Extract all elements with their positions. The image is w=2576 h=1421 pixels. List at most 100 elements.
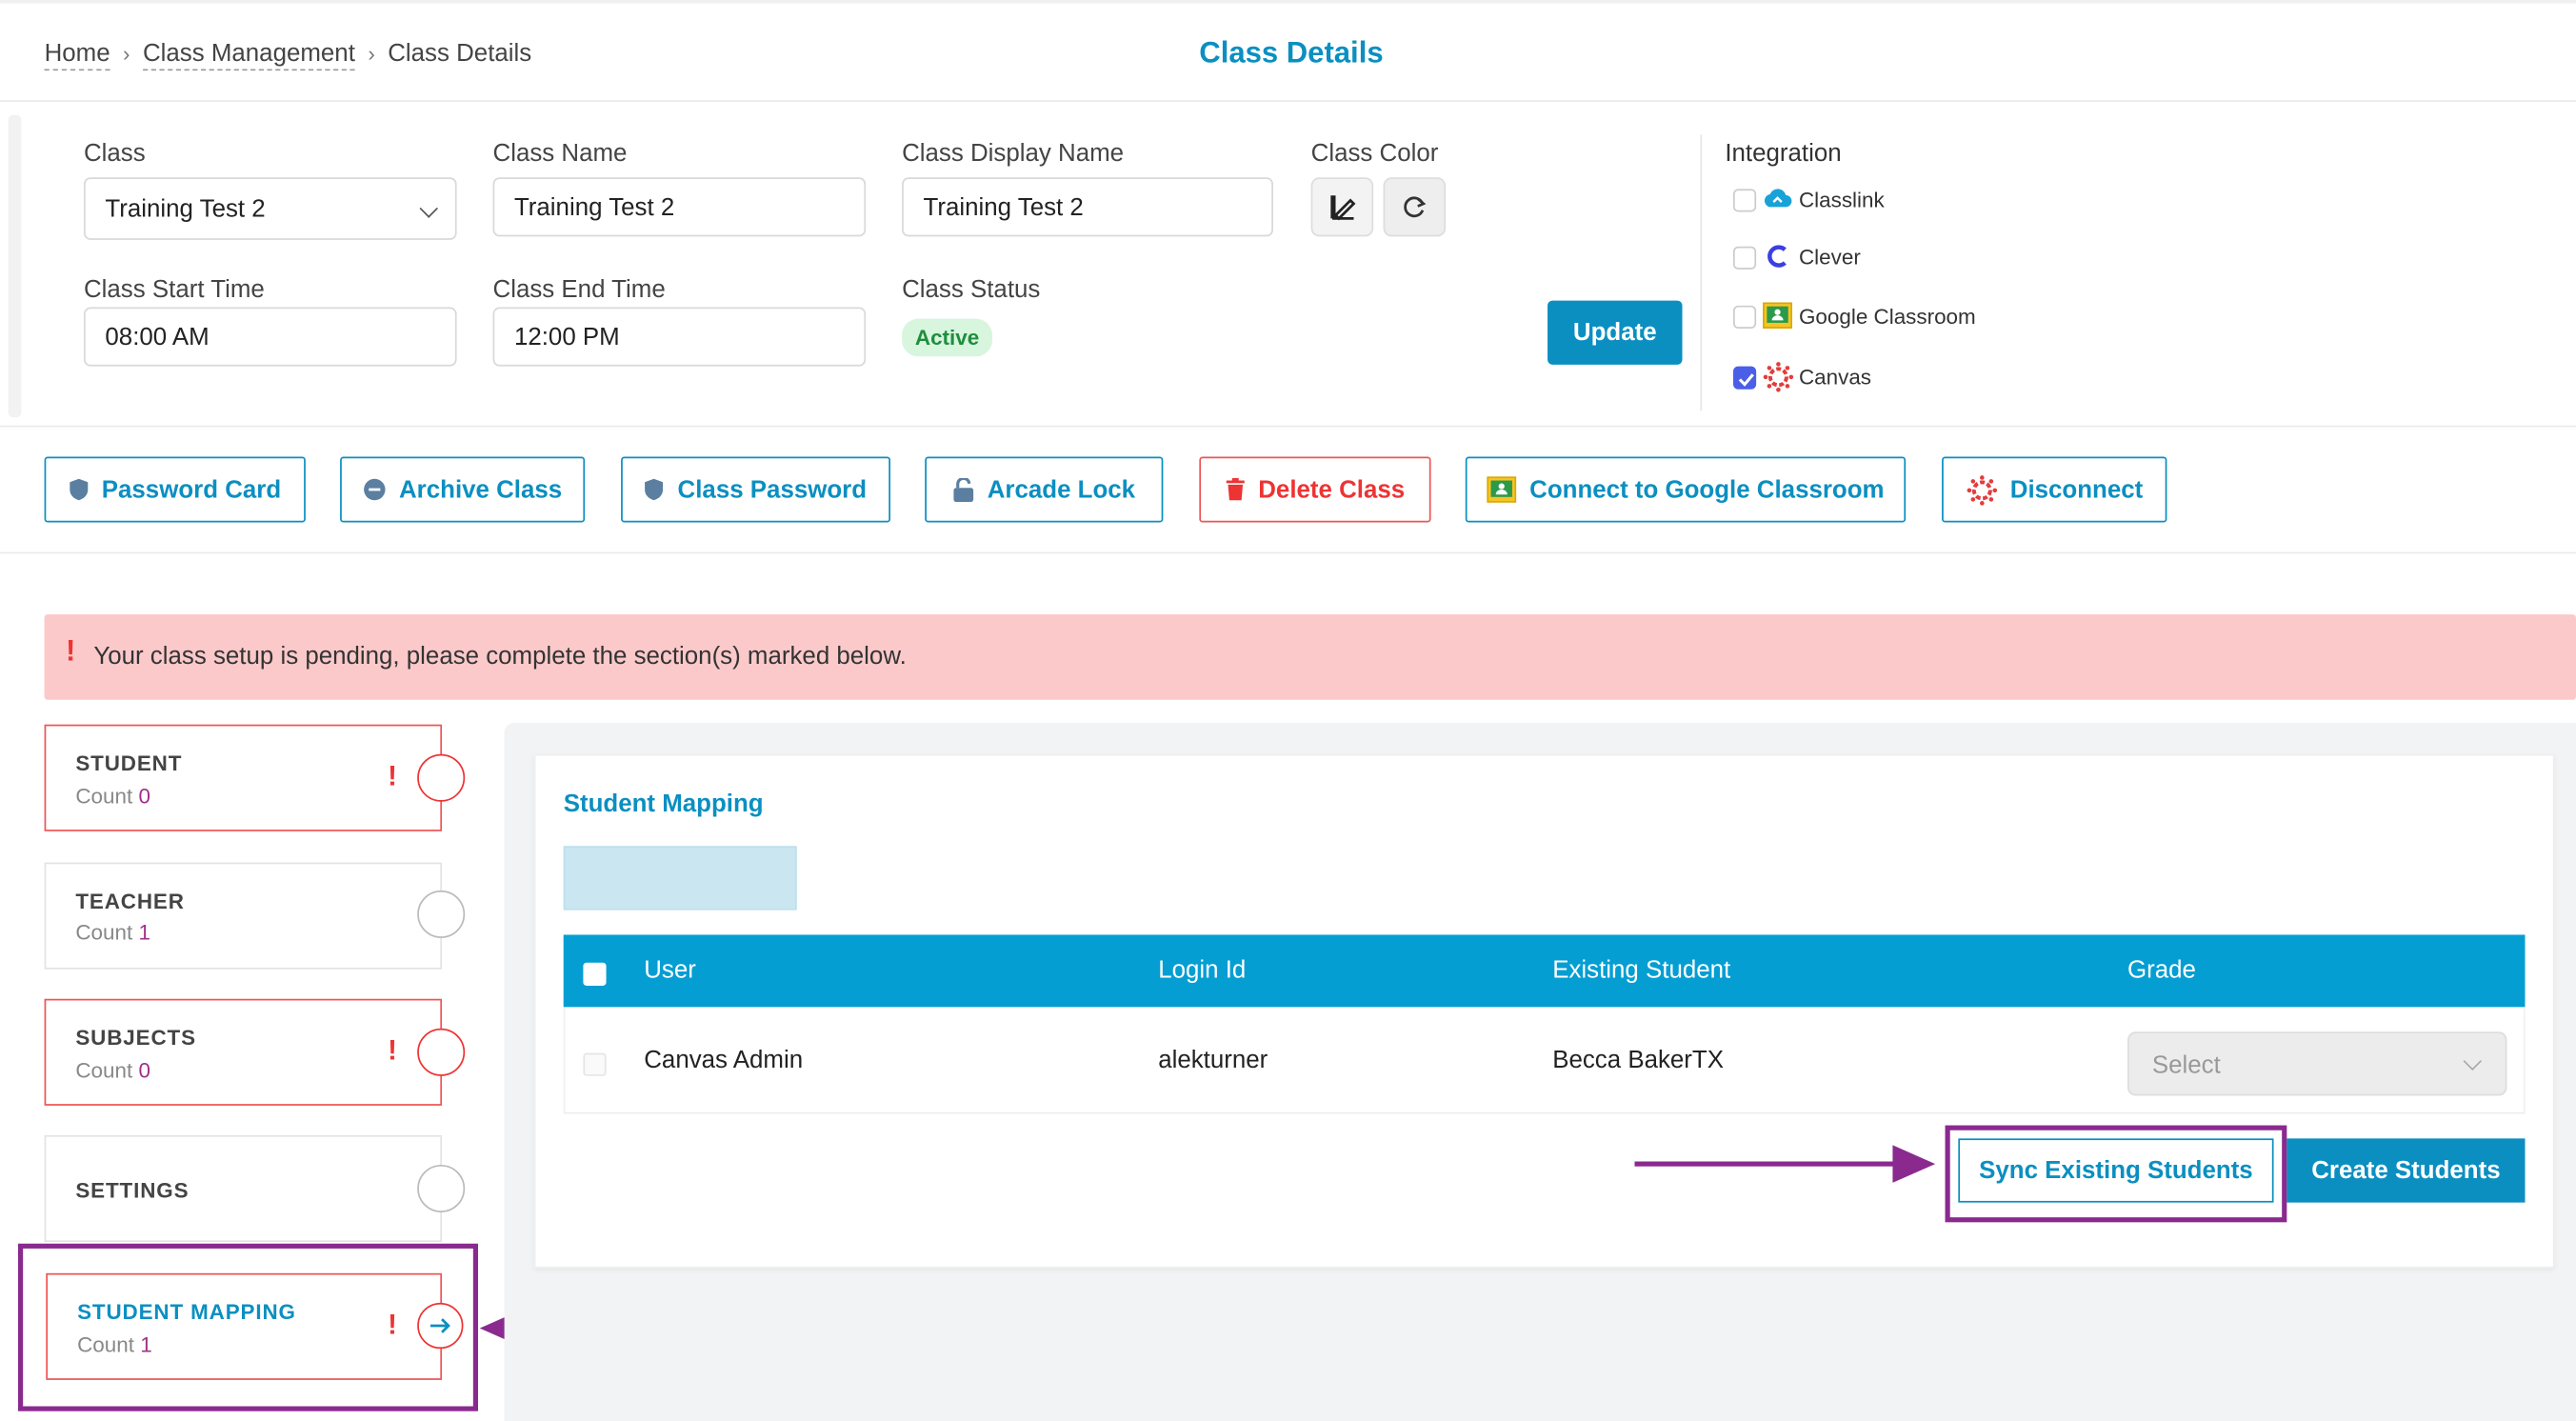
step-status-circle xyxy=(417,1164,466,1212)
end-time-label: Class End Time xyxy=(492,275,666,305)
exclamation-icon: ! xyxy=(66,633,76,668)
status-badge: Active xyxy=(902,318,993,357)
checkmark-icon xyxy=(1738,373,1754,387)
display-name-input[interactable]: Training Test 2 xyxy=(902,177,1273,237)
refresh-icon xyxy=(1404,196,1427,218)
cell-user: Canvas Admin xyxy=(644,1046,804,1075)
step-title: SETTINGS xyxy=(75,1177,190,1203)
page-title: Class Details xyxy=(1199,35,1384,70)
breadcrumb-class-management-link[interactable]: Class Management xyxy=(142,39,355,71)
divider xyxy=(0,551,2576,554)
mapping-filter-box[interactable] xyxy=(563,846,797,911)
class-select-value: Training Test 2 xyxy=(105,195,266,224)
breadcrumb-current: Class Details xyxy=(388,39,532,68)
color-picker-button[interactable] xyxy=(1310,177,1374,237)
column-header-grade: Grade xyxy=(2127,955,2196,985)
step-title: TEACHER xyxy=(75,889,185,914)
class-name-input[interactable]: Training Test 2 xyxy=(492,177,867,237)
form-panel-edge xyxy=(8,114,22,418)
sync-existing-students-button[interactable]: Sync Existing Students xyxy=(1958,1138,2274,1203)
shield-icon xyxy=(70,478,89,501)
table-row xyxy=(563,1007,2526,1114)
step-count: Count 0 xyxy=(75,1057,150,1083)
clever-label: Clever xyxy=(1798,245,1861,270)
arrow-right-icon xyxy=(429,1318,450,1333)
google-classroom-checkbox[interactable] xyxy=(1732,305,1757,329)
archive-class-button[interactable]: Archive Class xyxy=(340,456,586,523)
setup-pending-alert xyxy=(44,614,2576,700)
connect-google-classroom-button[interactable]: Connect to Google Classroom xyxy=(1465,456,1907,523)
start-time-label: Class Start Time xyxy=(83,275,265,305)
delete-class-button[interactable]: Delete Class xyxy=(1199,456,1431,523)
canvas-icon xyxy=(1763,362,1794,392)
student-mapping-title: Student Mapping xyxy=(563,790,764,819)
row-checkbox[interactable] xyxy=(583,1052,607,1076)
classlink-label: Classlink xyxy=(1798,187,1885,212)
connect-google-classroom-label: Connect to Google Classroom xyxy=(1529,475,1885,504)
student-mapping-highlight xyxy=(17,1243,479,1411)
chevron-down-icon xyxy=(2463,1051,2483,1071)
cell-existing-student: Becca BakerTX xyxy=(1552,1046,1725,1075)
arcade-lock-label: Arcade Lock xyxy=(987,475,1136,504)
step-title: STUDENT xyxy=(75,751,183,776)
class-password-label: Class Password xyxy=(677,475,868,504)
arcade-lock-button[interactable]: Arcade Lock xyxy=(925,456,1164,523)
step-count: Count 0 xyxy=(75,783,150,809)
class-name-label: Class Name xyxy=(492,139,628,168)
class-select[interactable]: Training Test 2 xyxy=(83,177,457,240)
step-student-mapping[interactable]: STUDENT MAPPING Count 1 ! xyxy=(46,1272,443,1380)
step-status-circle xyxy=(417,1028,466,1076)
canvas-checkbox[interactable] xyxy=(1732,366,1757,390)
start-time-input[interactable]: 08:00 AM xyxy=(83,307,457,367)
password-card-button[interactable]: Password Card xyxy=(44,456,306,523)
breadcrumb: Home › Class Management › Class Details xyxy=(44,39,532,71)
delete-class-label: Delete Class xyxy=(1258,475,1406,504)
update-button[interactable]: Update xyxy=(1548,300,1683,365)
step-teacher[interactable]: TEACHER Count 1 xyxy=(44,862,443,970)
reset-color-button[interactable] xyxy=(1383,177,1447,237)
color-picker-icon xyxy=(1330,195,1356,221)
disconnect-button[interactable]: Disconnect xyxy=(1942,456,2167,523)
class-status-label: Class Status xyxy=(902,275,1041,305)
create-students-button[interactable]: Create Students xyxy=(2286,1138,2526,1203)
classlink-icon xyxy=(1764,189,1792,208)
chevron-down-icon xyxy=(419,199,439,218)
table-header xyxy=(563,934,2526,1008)
annotation-arrow xyxy=(1634,1161,1898,1167)
step-student[interactable]: STUDENT Count 0 ! xyxy=(44,724,443,831)
breadcrumb-home-link[interactable]: Home xyxy=(44,39,110,71)
canvas-label: Canvas xyxy=(1798,364,1872,390)
step-subjects[interactable]: SUBJECTS Count 0 ! xyxy=(44,998,443,1106)
top-bar xyxy=(0,0,2576,102)
vertical-divider xyxy=(1700,134,1703,411)
select-all-checkbox[interactable] xyxy=(583,962,607,986)
step-settings[interactable]: SETTINGS xyxy=(44,1134,443,1243)
column-header-login-id: Login Id xyxy=(1158,955,1247,985)
step-title: STUDENT MAPPING xyxy=(77,1299,296,1325)
clever-checkbox[interactable] xyxy=(1732,246,1757,270)
step-count: Count 1 xyxy=(75,919,150,945)
class-password-button[interactable]: Class Password xyxy=(621,456,891,523)
step-status-circle xyxy=(417,890,466,938)
canvas-icon xyxy=(1966,474,1997,505)
step-title: SUBJECTS xyxy=(75,1025,196,1051)
cell-login-id: alekturner xyxy=(1158,1046,1268,1075)
grade-select-placeholder: Select xyxy=(2151,1051,2221,1080)
chevron-right-icon: › xyxy=(362,41,382,66)
warning-icon: ! xyxy=(388,1034,397,1067)
integration-title: Integration xyxy=(1725,139,1842,168)
warning-icon: ! xyxy=(388,1309,397,1341)
alert-text: Your class setup is pending, please comp… xyxy=(93,642,907,670)
classlink-checkbox[interactable] xyxy=(1732,189,1757,212)
step-status-circle xyxy=(417,753,466,802)
class-color-label: Class Color xyxy=(1310,139,1439,168)
arrow-right-circle-icon xyxy=(417,1302,464,1350)
display-name-label: Class Display Name xyxy=(902,139,1125,168)
trash-icon xyxy=(1226,477,1245,501)
minus-circle-icon xyxy=(363,478,386,501)
password-card-label: Password Card xyxy=(101,475,282,504)
grade-select[interactable]: Select xyxy=(2127,1031,2507,1096)
shield-icon xyxy=(645,478,664,501)
end-time-input[interactable]: 12:00 PM xyxy=(492,307,867,367)
column-header-user: User xyxy=(644,955,696,985)
